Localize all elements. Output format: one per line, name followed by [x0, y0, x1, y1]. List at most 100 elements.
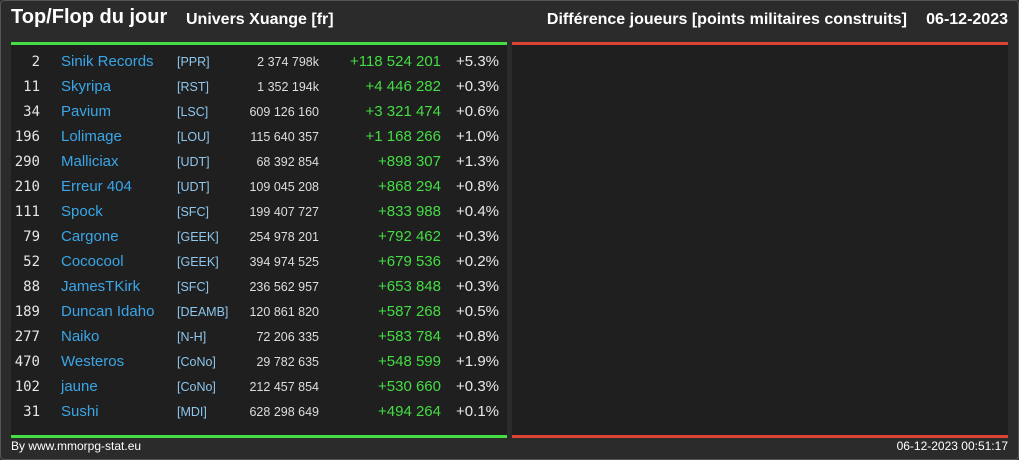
player-name-link[interactable]: Naiko — [61, 328, 100, 345]
player-rank: 34 — [23, 104, 40, 120]
player-rank: 111 — [14, 204, 40, 220]
points-difference: +898 307 — [378, 153, 441, 170]
player-row: 196 Lolimage [LOU] 115 640 357 +1 168 266 +1.… — [11, 125, 507, 150]
player-rank: 102 — [14, 379, 40, 395]
alliance-tag-link[interactable]: [MDI] — [177, 405, 207, 419]
points-difference: +833 988 — [378, 203, 441, 220]
percent-change: +1.0% — [456, 128, 499, 145]
alliance-tag-link[interactable]: [RST] — [177, 80, 209, 94]
percent-change: +0.3% — [456, 78, 499, 95]
player-name-link[interactable]: Pavium — [61, 103, 112, 120]
points-difference: +494 264 — [378, 403, 441, 420]
player-row: 11 Skyripa [RST] 1 352 194k +4 446 282 +0.3% — [11, 75, 507, 100]
points-difference: +530 660 — [378, 378, 441, 395]
percent-change: +0.3% — [456, 378, 499, 395]
alliance-tag-link[interactable]: [CoNo] — [177, 355, 216, 369]
player-total-points: 394 974 525 — [249, 255, 319, 269]
player-row: 79 Cargone [GEEK] 254 978 201 +792 462 +0.3% — [11, 225, 507, 250]
alliance-tag-link[interactable]: [GEEK] — [177, 230, 219, 244]
percent-change: +1.9% — [456, 353, 499, 370]
alliance-tag-link[interactable]: [PPR] — [177, 55, 210, 69]
player-name-link[interactable]: Duncan Idaho — [61, 303, 155, 320]
top-panel: 2 Sinik Records [PPR] 2 374 798k +118 524 20… — [11, 42, 507, 438]
alliance-tag-link[interactable]: [UDT] — [177, 155, 210, 169]
player-total-points: 1 352 194k — [257, 80, 319, 94]
header: Top/Flop du jour Univers Xuange [fr] Dif… — [0, 0, 1019, 40]
player-name-link[interactable]: jaune — [61, 378, 98, 395]
player-total-points: 29 782 635 — [256, 355, 319, 369]
player-row: 52 Cococool [GEEK] 394 974 525 +679 536 +0.2% — [11, 250, 507, 275]
player-rank: 31 — [23, 404, 40, 420]
alliance-tag-link[interactable]: [UDT] — [177, 180, 210, 194]
player-total-points: 72 206 335 — [256, 330, 319, 344]
player-name-link[interactable]: Cococool — [61, 253, 124, 270]
player-name-link[interactable]: Erreur 404 — [61, 178, 132, 195]
player-total-points: 236 562 957 — [249, 280, 319, 294]
percent-change: +0.3% — [456, 228, 499, 245]
alliance-tag-link[interactable]: [SFC] — [177, 205, 209, 219]
points-difference: +118 524 201 — [349, 53, 441, 70]
player-total-points: 212 457 854 — [249, 380, 319, 394]
player-row: 470 Westeros [CoNo] 29 782 635 +548 599 +1.9% — [11, 350, 507, 375]
player-rank: 290 — [14, 154, 40, 170]
player-total-points: 254 978 201 — [249, 230, 319, 244]
flop-panel — [512, 42, 1008, 438]
player-rank: 52 — [23, 254, 40, 270]
points-difference: +1 168 266 — [365, 128, 442, 145]
page-title: Top/Flop du jour — [11, 6, 168, 28]
player-total-points: 68 392 854 — [256, 155, 319, 169]
header-date: 06-12-2023 — [926, 11, 1008, 28]
player-total-points: 199 407 727 — [249, 205, 319, 219]
player-total-points: 609 126 160 — [249, 105, 319, 119]
percent-change: +0.8% — [456, 178, 499, 195]
percent-change: +0.8% — [456, 328, 499, 345]
points-difference: +548 599 — [378, 353, 441, 370]
player-name-link[interactable]: Skyripa — [61, 78, 112, 95]
alliance-tag-link[interactable]: [CoNo] — [177, 380, 216, 394]
points-difference: +679 536 — [378, 253, 441, 270]
footer-timestamp: 06-12-2023 00:51:17 — [896, 439, 1008, 453]
player-rank: 210 — [14, 179, 40, 195]
percent-change: +0.1% — [456, 403, 499, 420]
player-rank: 196 — [14, 129, 40, 145]
player-total-points: 115 640 357 — [250, 130, 319, 144]
player-name-link[interactable]: Sinik Records — [61, 53, 154, 70]
player-total-points: 2 374 798k — [257, 55, 319, 69]
player-rank: 2 — [31, 54, 40, 70]
player-row: 111 Spock [SFC] 199 407 727 +833 988 +0.4% — [11, 200, 507, 225]
player-name-link[interactable]: Lolimage — [61, 128, 122, 145]
player-row: 34 Pavium [LSC] 609 126 160 +3 321 474 +0.6% — [11, 100, 507, 125]
percent-change: +0.4% — [456, 203, 499, 220]
player-name-link[interactable]: Malliciax — [61, 153, 119, 170]
alliance-tag-link[interactable]: [GEEK] — [177, 255, 219, 269]
player-name-link[interactable]: Sushi — [61, 403, 99, 420]
percent-change: +0.2% — [456, 253, 499, 270]
percent-change: +0.6% — [456, 103, 499, 120]
player-name-link[interactable]: Westeros — [61, 353, 125, 370]
player-rank: 189 — [14, 304, 40, 320]
alliance-tag-link[interactable]: [SFC] — [177, 280, 209, 294]
player-row: 2 Sinik Records [PPR] 2 374 798k +118 524 20… — [11, 50, 507, 75]
player-row: 210 Erreur 404 [UDT] 109 045 208 +868 294 +0.… — [11, 175, 507, 200]
player-row: 189 Duncan Idaho [DEAMB] 120 861 820 +587 26… — [11, 300, 507, 325]
points-difference: +587 268 — [378, 303, 441, 320]
player-total-points: 628 298 649 — [249, 405, 319, 419]
player-row: 88 JamesTKirk [SFC] 236 562 957 +653 848 +0.3… — [11, 275, 507, 300]
alliance-tag-link[interactable]: [N-H] — [177, 330, 207, 344]
player-name-link[interactable]: Spock — [61, 203, 103, 220]
points-difference: +792 462 — [378, 228, 441, 245]
player-name-link[interactable]: Cargone — [61, 228, 119, 245]
alliance-tag-link[interactable]: [DEAMB] — [177, 305, 229, 319]
player-row: 31 Sushi [MDI] 628 298 649 +494 264 +0.1% — [11, 400, 507, 425]
alliance-tag-link[interactable]: [LOU] — [177, 130, 210, 144]
player-rank: 277 — [14, 329, 40, 345]
player-total-points: 109 045 208 — [249, 180, 319, 194]
player-name-link[interactable]: JamesTKirk — [61, 278, 141, 295]
player-total-points: 120 861 820 — [249, 305, 319, 319]
player-rank: 88 — [23, 279, 40, 295]
points-difference: +868 294 — [378, 178, 441, 195]
player-row: 102 jaune [CoNo] 212 457 854 +530 660 +0.3% — [11, 375, 507, 400]
alliance-tag-link[interactable]: [LSC] — [177, 105, 209, 119]
percent-change: +5.3% — [456, 53, 499, 70]
percent-change: +0.3% — [456, 278, 499, 295]
